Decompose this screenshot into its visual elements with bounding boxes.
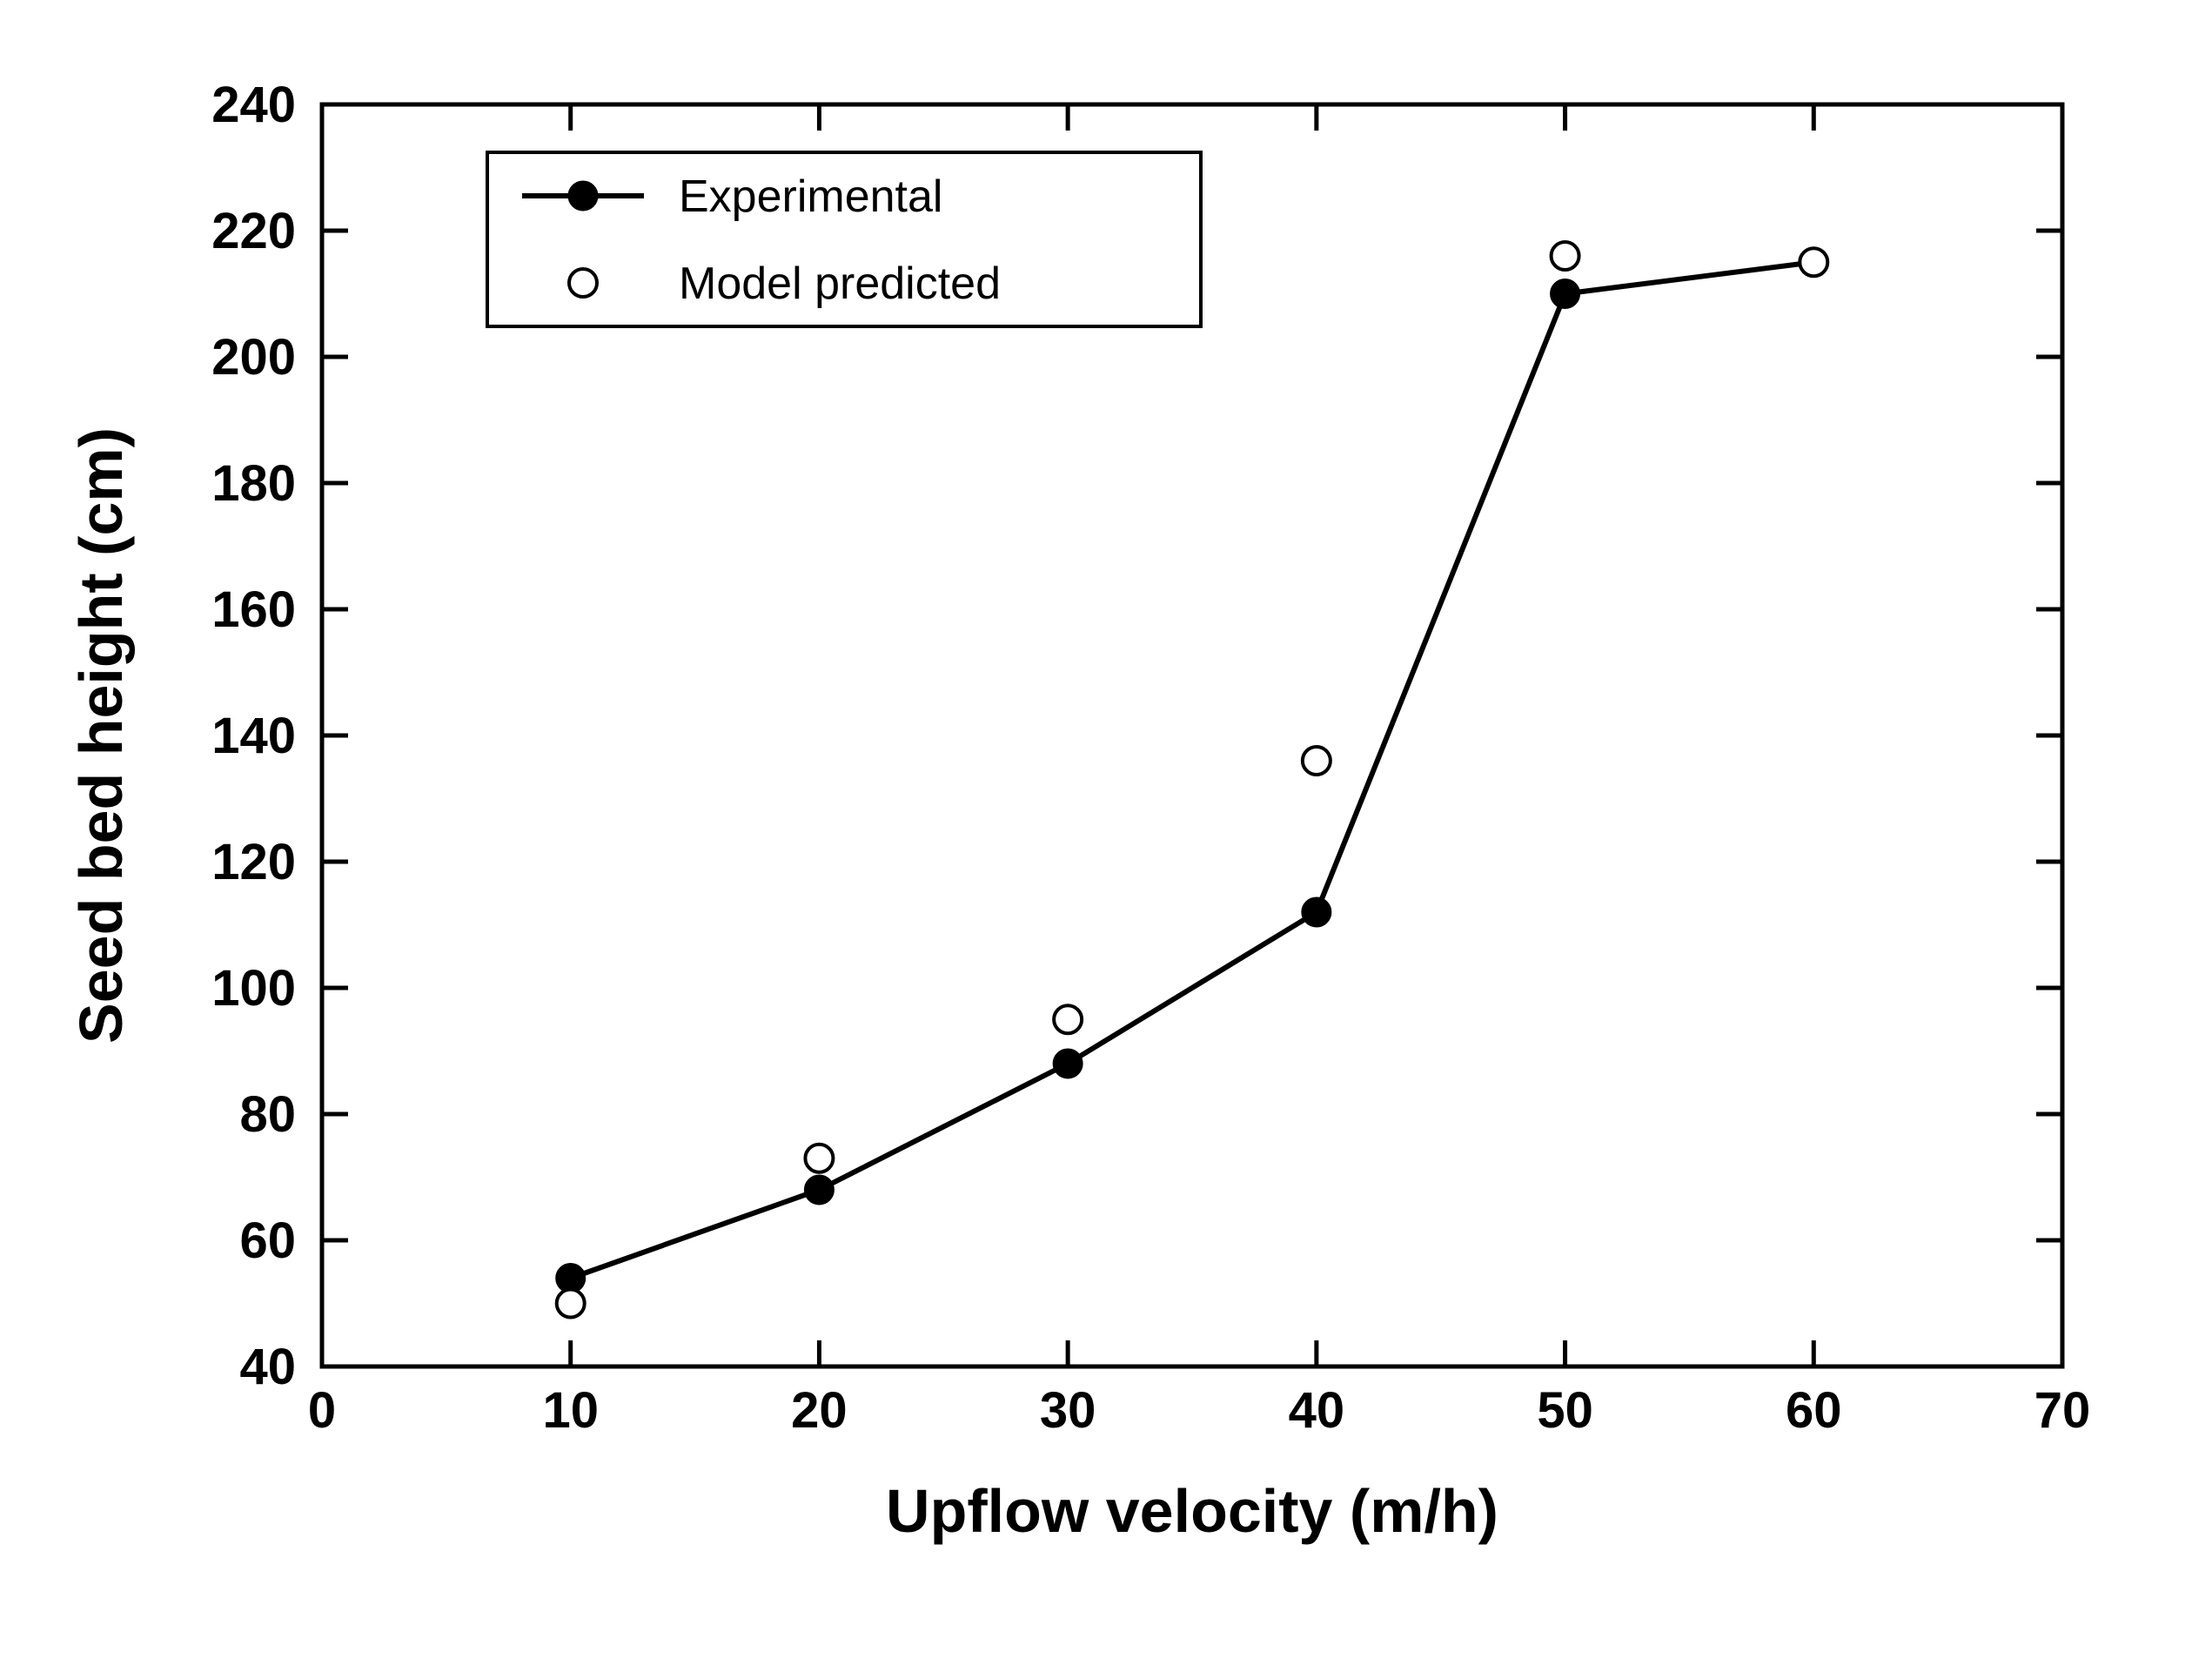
series-marker — [805, 1176, 833, 1204]
series-marker — [1303, 898, 1331, 926]
y-tick-label: 40 — [239, 1339, 296, 1395]
legend-marker-icon — [569, 269, 597, 297]
series-marker — [1054, 1050, 1082, 1078]
series-marker — [1552, 242, 1579, 270]
y-tick-label: 60 — [239, 1212, 296, 1269]
y-tick-label: 100 — [211, 960, 296, 1017]
x-tick-label: 70 — [2034, 1382, 2091, 1439]
x-tick-label: 30 — [1040, 1382, 1096, 1439]
y-tick-label: 220 — [211, 203, 296, 259]
series-marker — [557, 1290, 585, 1318]
x-tick-label: 0 — [308, 1382, 336, 1439]
y-tick-label: 140 — [211, 708, 296, 764]
y-tick-label: 180 — [211, 455, 296, 512]
legend-marker-icon — [569, 182, 597, 210]
x-tick-label: 40 — [1289, 1382, 1345, 1439]
y-tick-label: 200 — [211, 329, 296, 386]
y-tick-label: 120 — [211, 834, 296, 890]
series-marker — [1800, 248, 1827, 276]
y-axis-label: Seed bed height (cm) — [67, 427, 135, 1044]
x-tick-label: 10 — [542, 1382, 599, 1439]
y-tick-label: 80 — [239, 1086, 296, 1143]
x-tick-label: 60 — [1786, 1382, 1842, 1439]
x-tick-label: 50 — [1537, 1382, 1593, 1439]
y-tick-label: 160 — [211, 581, 296, 638]
series-marker — [1303, 747, 1331, 775]
legend-item-label: Model predicted — [679, 259, 1001, 309]
series-marker — [805, 1145, 833, 1172]
legend-item-label: Experimental — [679, 171, 942, 222]
chart-container: 0 10 20 30 40 50 60 70 40 60 80 100 120 140 160 180 200 2… — [0, 0, 2212, 1672]
x-tick-label: 20 — [791, 1382, 848, 1439]
x-axis-label: Upflow velocity (m/h) — [886, 1477, 1498, 1545]
series-marker — [1552, 280, 1579, 308]
seed-bed-height-chart: 0 10 20 30 40 50 60 70 40 60 80 100 120 140 160 180 200 2… — [0, 0, 2212, 1672]
y-tick-label: 240 — [211, 77, 296, 133]
series-marker — [1054, 1005, 1082, 1033]
